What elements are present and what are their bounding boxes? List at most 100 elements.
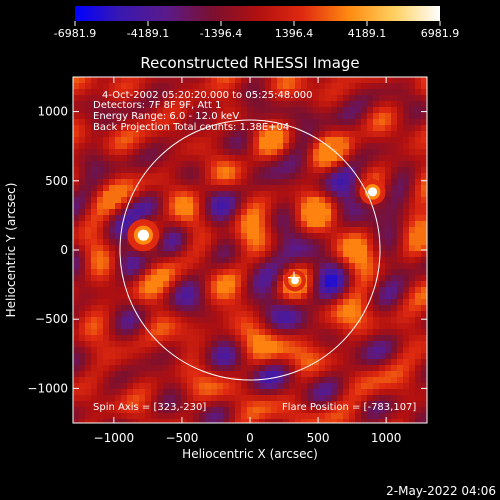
heatmap-cell [79,335,86,342]
heatmap-cell [199,413,206,420]
heatmap-cell [205,155,212,162]
heatmap-cell [247,389,254,396]
heatmap-cell [157,209,164,216]
heatmap-cell [361,419,368,423]
heatmap-cell [211,149,218,156]
heatmap-cell [97,371,104,378]
heatmap-cell [367,227,374,234]
heatmap-cell [259,209,266,216]
heatmap-cell [289,401,296,408]
heatmap-cell [229,233,236,240]
heatmap-cell [421,203,427,210]
heatmap-cell [343,293,350,300]
heatmap-cell [85,275,92,282]
heatmap-cell [349,383,356,390]
heatmap-cell [163,173,170,180]
heatmap-cell [187,305,194,312]
heatmap-cell [181,233,188,240]
heatmap-cell [181,197,188,204]
heatmap-cell [229,305,236,312]
heatmap-cell [301,341,308,348]
heatmap-cell [319,143,326,150]
heatmap-cell [421,335,427,342]
heatmap-cell [379,131,386,138]
heatmap-cell [169,239,176,246]
heatmap-cell [175,83,182,90]
heatmap-cell [289,167,296,174]
heatmap-cell [421,413,427,420]
heatmap-cell [343,89,350,96]
heatmap-cell [331,113,338,120]
heatmap-cell [97,197,104,204]
heatmap-cell [169,383,176,390]
heatmap-cell [259,107,266,114]
heatmap-cell [283,377,290,384]
heatmap-cell [331,269,338,276]
heatmap-cell [253,239,260,246]
heatmap-cell [139,269,146,276]
heatmap-cell [205,287,212,294]
heatmap-cell [349,131,356,138]
heatmap-cell [223,323,230,330]
heatmap-cell [85,395,92,402]
heatmap-cell [277,101,284,108]
heatmap-cell [151,299,158,306]
heatmap-cell [133,77,140,84]
heatmap-cell [307,191,314,198]
heatmap-cell [349,395,356,402]
heatmap-cell [199,107,206,114]
heatmap-cell [121,287,128,294]
heatmap-cell [223,407,230,414]
heatmap-cell [361,353,368,360]
heatmap-cell [271,293,278,300]
heatmap-cell [283,215,290,222]
heatmap-cell [355,197,362,204]
heatmap-cell [295,233,302,240]
heatmap-cell [133,95,140,102]
heatmap-cell [205,137,212,144]
heatmap-cell [109,113,116,120]
heatmap-cell [223,131,230,138]
heatmap-cell [319,209,326,216]
heatmap-cell [199,203,206,210]
heatmap-cell [307,413,314,420]
heatmap-cell [325,311,332,318]
heatmap-cell [73,407,80,414]
heatmap-cell [277,341,284,348]
heatmap-cell [217,353,224,360]
heatmap-cell [193,227,200,234]
heatmap-cell [235,365,242,372]
heatmap-cell [91,323,98,330]
heatmap-cell [385,83,392,90]
heatmap-cell [259,167,266,174]
heatmap-cell [223,101,230,108]
heatmap-cell [355,383,362,390]
heatmap-cell [85,131,92,138]
heatmap-cell [157,119,164,126]
heatmap-cell [151,245,158,252]
heatmap-cell [73,227,80,234]
heatmap-cell [301,257,308,264]
heatmap-cell [73,125,80,132]
heatmap-cell [145,143,152,150]
heatmap-cell [109,215,116,222]
heatmap-cell [313,77,320,84]
heatmap-cell [247,89,254,96]
heatmap-cell [283,173,290,180]
heatmap-cell [355,251,362,258]
heatmap-cell [271,89,278,96]
heatmap-cell [193,89,200,96]
heatmap-cell [421,359,427,366]
heatmap-cell [241,401,248,408]
heatmap-cell [247,179,254,186]
heatmap-cell [151,197,158,204]
heatmap-cell [199,263,206,270]
heatmap-cell [301,353,308,360]
heatmap-cell [271,389,278,396]
heatmap-cell [307,305,314,312]
heatmap-cell [295,101,302,108]
heatmap-cell [85,335,92,342]
heatmap-cell [145,293,152,300]
heatmap-cell [421,77,427,84]
heatmap-cell [325,359,332,366]
